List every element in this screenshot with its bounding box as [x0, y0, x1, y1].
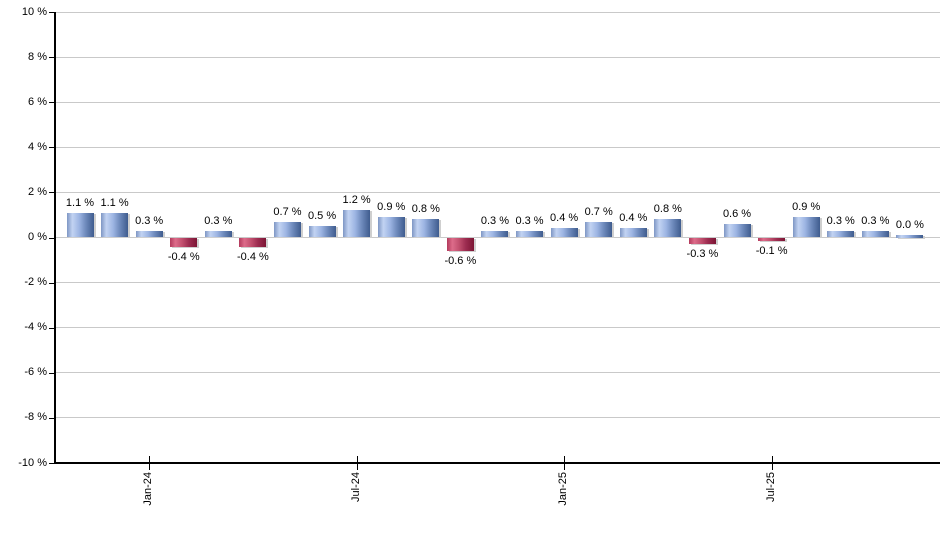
y-tick-label: 6 %	[28, 95, 47, 108]
gridline	[55, 56, 940, 58]
bar-positive	[481, 230, 509, 238]
gridline	[55, 101, 940, 103]
bar-positive	[273, 221, 301, 238]
bar-value-label: 0.7 %	[584, 205, 613, 218]
x-axis-tick	[771, 456, 773, 470]
bar-value-label: 0.4 %	[619, 212, 648, 225]
bar-positive	[66, 212, 94, 238]
gridline	[55, 11, 940, 13]
bar-positive	[827, 230, 855, 238]
y-axis-tick	[49, 463, 54, 464]
bar-positive	[516, 230, 544, 238]
bar-negative	[170, 237, 198, 247]
bar-value-label: -0.6 %	[444, 255, 477, 268]
bar-negative	[446, 237, 474, 252]
y-tick-label: -2 %	[24, 276, 47, 289]
gridline	[55, 191, 940, 193]
y-axis-tick	[49, 237, 54, 239]
bar-positive	[135, 230, 163, 238]
bar-positive	[861, 230, 889, 238]
bar-value-label: -0.3 %	[686, 248, 719, 261]
bar-value-label: 0.0 %	[895, 218, 924, 231]
bar-value-label: 0.3 %	[204, 214, 233, 227]
bar-positive	[619, 228, 647, 238]
x-axis-tick	[356, 456, 358, 470]
bar-value-label: 0.6 %	[722, 207, 752, 220]
bar-value-label: 1.1 %	[100, 196, 129, 209]
gridline	[55, 372, 940, 374]
bar-negative	[239, 237, 267, 247]
bar-value-label: -0.4 %	[167, 250, 200, 263]
bar-negative	[758, 237, 786, 241]
bar-value-label: 0.7 %	[273, 205, 302, 218]
bar-positive	[412, 219, 440, 238]
y-tick-label: 0 %	[28, 231, 47, 243]
y-tick-label: 2 %	[28, 185, 47, 198]
y-tick-label: 10 %	[21, 5, 47, 18]
bar-negative	[688, 237, 716, 245]
gridline	[55, 417, 940, 419]
bar-positive	[377, 217, 405, 238]
y-axis-line	[54, 12, 56, 464]
bar-positive	[308, 226, 336, 238]
x-tick-label: Jan-24	[142, 472, 155, 506]
bar-positive	[792, 217, 820, 238]
x-axis-tick	[564, 456, 566, 470]
bar-positive	[723, 223, 751, 238]
bar-positive	[204, 230, 232, 238]
y-tick-label: -8 %	[24, 411, 47, 424]
x-tick-label: Jan-25	[557, 472, 570, 506]
y-axis-tick	[49, 282, 54, 284]
bar-positive	[585, 221, 613, 238]
y-axis-tick	[49, 372, 54, 374]
y-axis-tick	[49, 192, 54, 194]
y-tick-label: -4 %	[24, 321, 47, 334]
bar-positive	[654, 219, 682, 238]
gridline	[55, 146, 940, 148]
bar-positive	[101, 212, 129, 238]
bar-value-label: 0.9 %	[377, 201, 406, 214]
y-tick-label: -10 %	[18, 456, 47, 469]
bar-value-label: 0.8 %	[653, 203, 682, 216]
bar-value-label: 0.8 %	[411, 203, 440, 216]
y-tick-label: -6 %	[24, 366, 47, 379]
x-axis-line	[54, 462, 940, 464]
y-axis-tick	[49, 102, 54, 104]
gridline	[55, 327, 940, 329]
bar-value-label: -0.4 %	[236, 250, 269, 263]
x-axis-tick	[149, 456, 151, 470]
bar-value-label: 0.5 %	[307, 210, 337, 223]
y-tick-label: 4 %	[28, 140, 47, 153]
bar-value-label: 0.3 %	[480, 214, 510, 227]
bar-value-label: 0.3 %	[135, 214, 164, 227]
x-tick-label: Jul-25	[764, 472, 777, 502]
bar-positive	[550, 228, 578, 238]
y-axis-tick	[49, 327, 54, 329]
bar-positive	[343, 210, 371, 238]
bar-value-label: 0.3 %	[861, 214, 890, 227]
bar-value-label: 0.3 %	[826, 214, 855, 227]
bar-value-label: 1.1 %	[65, 196, 95, 209]
bar-value-label: 0.4 %	[550, 212, 579, 225]
y-axis-tick	[49, 57, 54, 59]
bar-value-label: 0.3 %	[515, 214, 544, 227]
bar-positive	[896, 234, 924, 238]
bar-value-label: 1.2 %	[342, 194, 371, 207]
gridline	[55, 282, 940, 284]
bar-value-label: -0.1 %	[755, 244, 788, 257]
y-tick-label: 8 %	[28, 50, 47, 63]
x-tick-label: Jul-24	[349, 472, 362, 502]
bar-value-label: 0.9 %	[792, 201, 821, 214]
gridline	[55, 237, 940, 238]
y-axis-tick	[49, 12, 54, 13]
y-axis-tick	[49, 417, 54, 419]
y-axis-tick	[49, 147, 54, 149]
